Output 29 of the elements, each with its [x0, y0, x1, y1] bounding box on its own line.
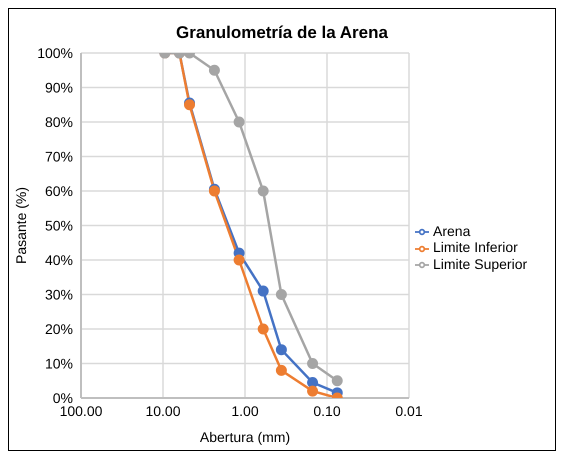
- x-tick-label: 0.10: [313, 402, 341, 419]
- y-tick-label: 60%: [44, 182, 73, 199]
- chart-title: Granulometría de la Arena: [175, 22, 389, 44]
- legend-label: Limite Superior: [433, 256, 528, 272]
- x-tick-label: 10.00: [145, 402, 181, 419]
- y-tick-label: 90%: [44, 79, 73, 96]
- x-tick-label: 1.00: [231, 402, 259, 419]
- legend-label: Limite Inferior: [433, 239, 518, 256]
- y-tick-label: 50%: [44, 217, 73, 234]
- y-tick-label: 80%: [44, 114, 73, 130]
- y-tick-label: 100%: [37, 44, 73, 61]
- y-tick-label: 10%: [44, 355, 73, 372]
- point: [234, 254, 245, 266]
- legend-label: Arena: [433, 223, 470, 240]
- point: [332, 375, 343, 386]
- y-tick-label: 20%: [44, 320, 73, 337]
- x-axis-title: Abertura (mm): [200, 429, 290, 445]
- y-tick-label: 30%: [44, 286, 73, 302]
- y-tick-label: 70%: [44, 148, 73, 164]
- y-axis-title: Pasante (%): [12, 186, 29, 264]
- point: [307, 358, 318, 369]
- y-tick-label: 40%: [44, 252, 73, 268]
- point: [258, 186, 269, 196]
- x-tick-label: 0.01: [395, 402, 423, 419]
- point: [307, 386, 318, 397]
- point: [258, 286, 269, 297]
- point: [208, 64, 220, 76]
- point: [258, 324, 269, 334]
- point: [234, 116, 245, 128]
